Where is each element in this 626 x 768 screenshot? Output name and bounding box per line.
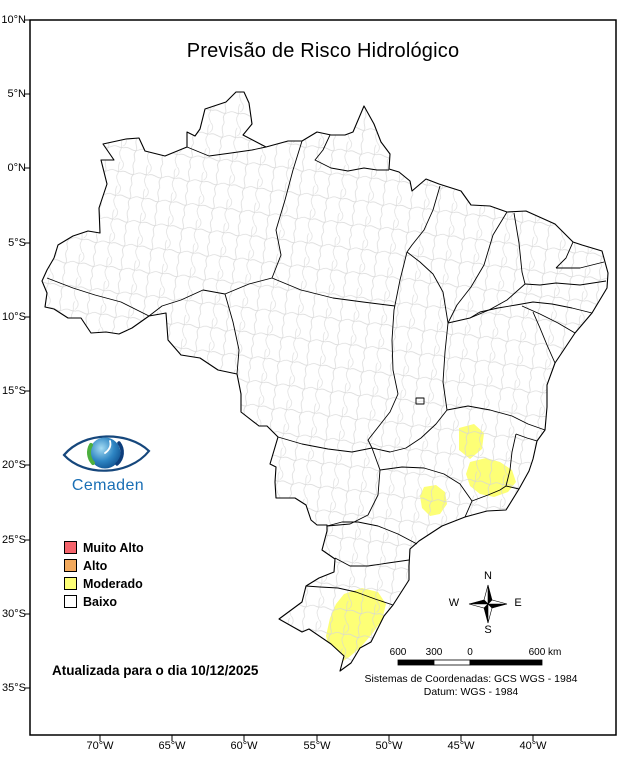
lon-label-40w: 40°W [519,740,547,752]
lat-label-25s: 25°S [2,534,26,546]
lat-label-20s: 20°S [2,459,26,471]
compass-south-label: S [484,624,492,636]
cemaden-logo-text: Cemaden [71,477,145,494]
brazil-outline [41,91,609,672]
lat-label-10s: 10°S [2,311,26,323]
scale-label-300: 300 [425,647,443,658]
legend-label-muito-alto: Muito Alto [83,540,144,555]
lat-label-5s: 5°S [8,237,26,249]
lat-label-15s: 15°S [2,385,26,397]
legend-swatch-alto [64,559,77,572]
lat-label-0n: 0°N [7,162,26,174]
lon-label-70w: 70°W [86,740,114,752]
legend-swatch-baixo [64,595,77,608]
legend-swatch-muito-alto [64,541,77,554]
legend-label-moderado: Moderado [83,576,143,591]
scale-label-600-km: 600 km [528,647,562,658]
lon-label-60w: 60°W [230,740,258,752]
lat-label-35s: 35°S [2,682,26,694]
datum-line: Datum: WGS - 1984 [423,686,519,698]
lon-label-55w: 55°W [303,740,331,752]
legend-label-alto: Alto [83,558,108,573]
update-note: Atualizada para o dia 10/12/2025 [52,663,259,678]
scale-label-600-left: 600 [389,647,407,658]
lat-label-30s: 30°S [2,608,26,620]
cemaden-logo-icon [62,435,151,472]
legend-item-muito-alto: Muito Alto [64,540,144,555]
lon-label-45w: 45°W [447,740,475,752]
coordinate-system-line: Sistemas de Coordenadas: GCS WGS - 1984 [364,673,578,685]
lon-label-65w: 65°W [158,740,186,752]
compass-west-label: W [448,597,460,609]
lat-label-10n: 10°N [1,14,26,26]
lon-label-50w: 50°W [375,740,403,752]
state-borders [46,134,607,606]
scale-label-0: 0 [467,647,473,658]
compass-east-label: E [514,597,522,609]
compass-north-label: N [484,570,492,582]
map-frame [24,19,617,741]
legend-item-alto: Alto [64,558,107,573]
legend-item-moderado: Moderado [64,576,143,591]
lat-label-5n: 5°N [7,88,26,100]
legend-swatch-moderado [64,577,77,590]
compass-rose-icon [468,584,508,624]
scale-bar [397,659,543,666]
legend-label-baixo: Baixo [83,594,118,609]
legend-item-baixo: Baixo [64,594,117,609]
page-title: Previsão de Risco Hidrológico [186,40,460,62]
